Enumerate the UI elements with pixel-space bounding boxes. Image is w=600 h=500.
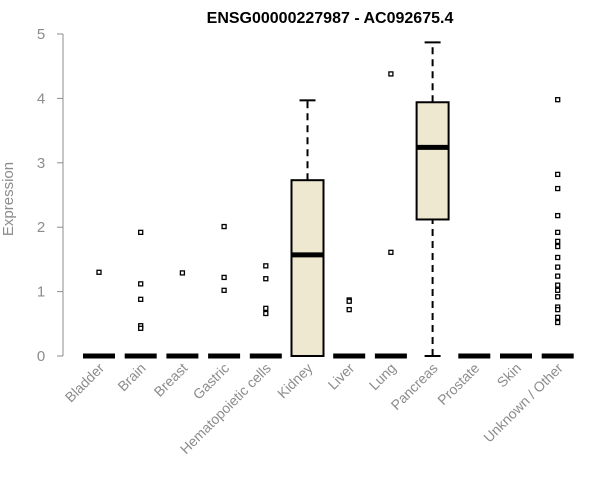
outlier-point bbox=[221, 287, 227, 293]
y-tick-label: 1 bbox=[37, 284, 45, 301]
y-tick-label: 0 bbox=[37, 348, 45, 365]
x-tick-label: Kidney bbox=[274, 360, 316, 402]
outlier-point bbox=[138, 281, 144, 287]
y-axis: 0 1 2 3 4 5 bbox=[37, 26, 64, 365]
outlier-point bbox=[388, 71, 394, 77]
box-5 bbox=[249, 263, 282, 359]
y-tick-label: 5 bbox=[37, 26, 45, 43]
outlier-point bbox=[555, 314, 561, 321]
boxes-layer bbox=[83, 41, 574, 359]
outlier-point bbox=[555, 238, 561, 245]
outlier-point bbox=[221, 274, 227, 281]
outlier-point bbox=[221, 223, 227, 230]
outlier-point bbox=[555, 294, 561, 300]
outlier-point bbox=[346, 298, 352, 304]
outlier-point bbox=[555, 212, 561, 219]
outlier-point bbox=[555, 185, 561, 192]
outlier-point bbox=[179, 270, 186, 276]
outlier-point bbox=[555, 282, 561, 288]
outlier-point bbox=[555, 319, 561, 326]
outlier-point bbox=[263, 305, 269, 311]
outlier-point bbox=[555, 243, 561, 250]
outlier-point bbox=[263, 310, 269, 317]
box-12 bbox=[541, 97, 574, 359]
outlier-point bbox=[555, 254, 561, 261]
box-6 bbox=[290, 99, 325, 357]
x-tick-label: Bladder bbox=[62, 360, 108, 406]
x-tick-label: Prostate bbox=[434, 360, 482, 408]
box-3 bbox=[166, 270, 199, 359]
box-4 bbox=[208, 223, 241, 359]
iqr-box bbox=[290, 179, 325, 357]
x-tick-label: Liver bbox=[325, 360, 358, 393]
outlier-point bbox=[555, 171, 561, 178]
outlier-point bbox=[138, 229, 144, 236]
x-tick-label: Skin bbox=[494, 360, 525, 391]
box-8 bbox=[374, 71, 407, 359]
x-tick-label: Unknown / Other bbox=[480, 360, 566, 446]
y-tick-label: 3 bbox=[37, 155, 45, 172]
outlier-point bbox=[263, 276, 269, 282]
outlier-point bbox=[555, 287, 561, 293]
x-tick-label: Breast bbox=[151, 360, 191, 400]
x-tick-label: Lung bbox=[366, 360, 399, 393]
y-tick-label: 4 bbox=[37, 90, 45, 107]
outlier-point bbox=[96, 269, 102, 275]
outlier-point bbox=[555, 97, 561, 103]
y-tick-label: 2 bbox=[37, 219, 45, 236]
outlier-point bbox=[346, 306, 352, 313]
outlier-point bbox=[263, 263, 269, 269]
outlier-point bbox=[555, 306, 561, 313]
y-axis-label: Expression bbox=[0, 162, 17, 236]
outlier-point bbox=[555, 273, 561, 279]
box-1 bbox=[83, 269, 115, 359]
outlier-point bbox=[138, 325, 144, 331]
outlier-point bbox=[138, 296, 144, 302]
box-7 bbox=[333, 297, 366, 359]
x-tick-label: Brain bbox=[114, 360, 148, 394]
outlier-point bbox=[388, 249, 394, 255]
iqr-box bbox=[415, 101, 450, 221]
outlier-point bbox=[555, 229, 561, 236]
box-9 bbox=[415, 41, 450, 357]
box-2 bbox=[124, 229, 157, 359]
outlier-point bbox=[555, 264, 561, 270]
chart-title: ENSG00000227987 - AC092675.4 bbox=[207, 10, 454, 27]
